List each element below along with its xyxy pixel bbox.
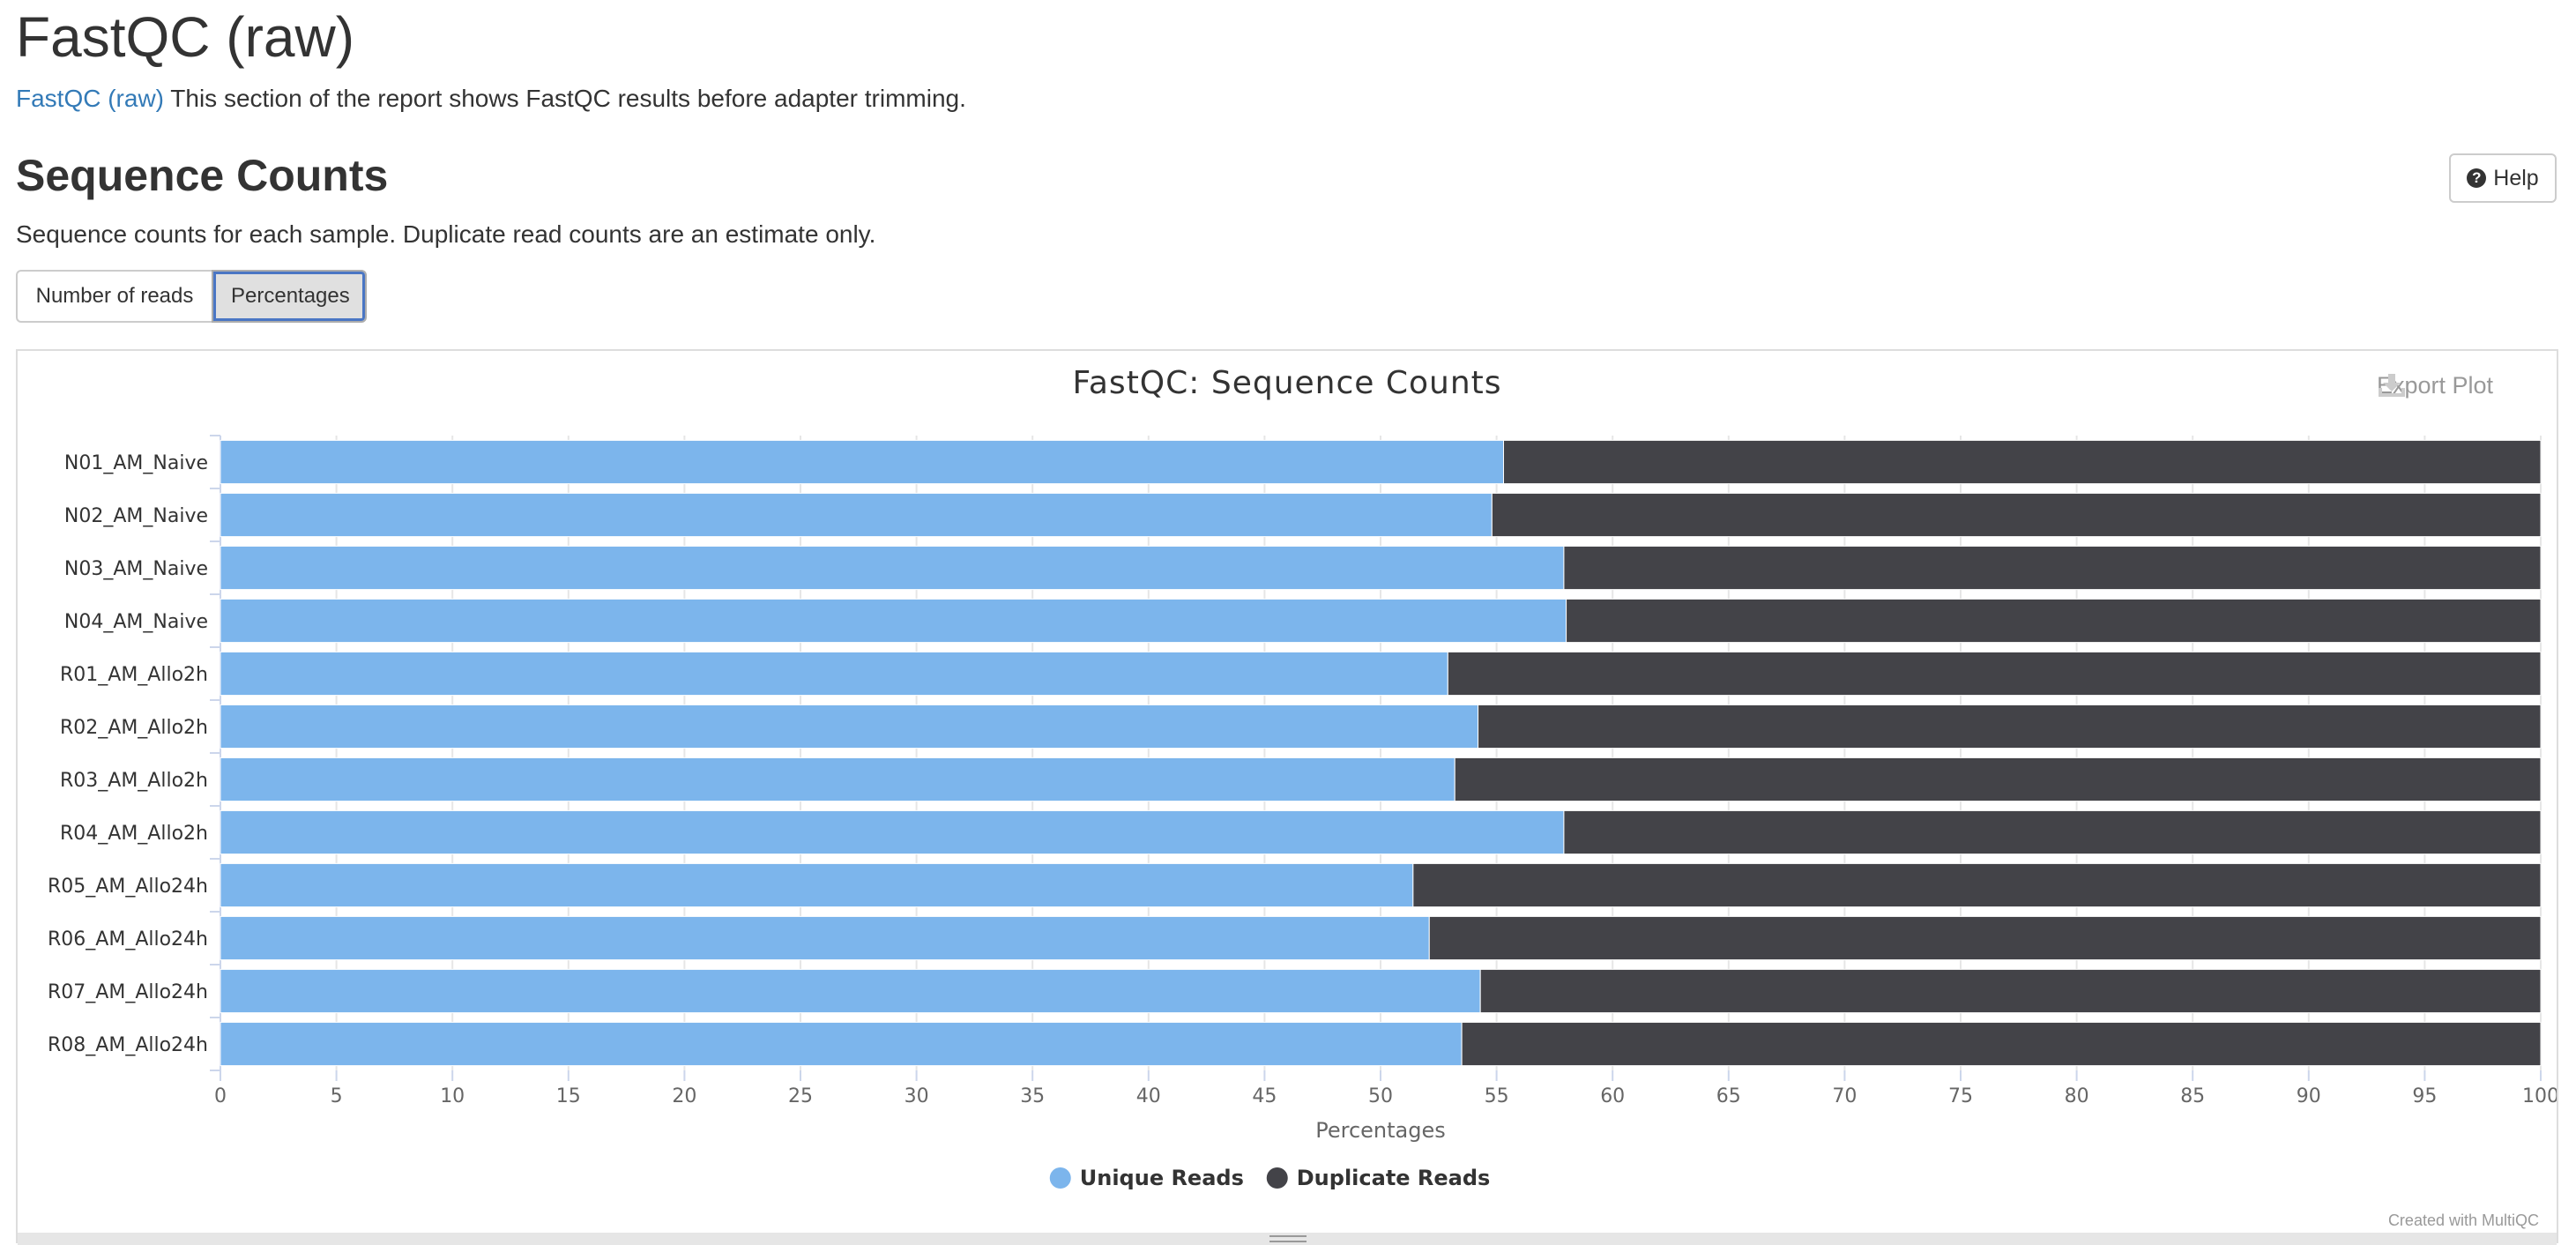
unique-reads-bar	[220, 545, 1565, 591]
x-tick-label: 30	[905, 1085, 929, 1107]
duplicate-reads-bar	[1447, 651, 2542, 697]
x-tick-label: 40	[1136, 1085, 1161, 1107]
plot-resize-handle[interactable]	[18, 1233, 2557, 1245]
x-tick-label: 90	[2297, 1085, 2321, 1107]
section-intro: FastQC (raw) This section of the report …	[16, 83, 966, 115]
duplicate-reads-bar	[1478, 704, 2542, 749]
unique-reads-bar	[220, 757, 1456, 802]
duplicate-reads-bar	[1563, 545, 2542, 591]
x-tick-label: 80	[2065, 1085, 2089, 1107]
x-tick-label: 0	[214, 1085, 227, 1107]
duplicate-reads-bar	[1428, 915, 2542, 961]
multiqc-credit: Created with MultiQC	[2387, 1211, 2539, 1229]
x-tick-label: 60	[1600, 1085, 1625, 1107]
unique-reads-bar	[220, 809, 1565, 855]
plot-container: FastQC: Sequence Counts 0 5 10 15 20 25 30 35 40 4…	[16, 349, 2558, 1245]
y-tick-label: R06_AM_Allo24h	[48, 928, 208, 951]
y-tick-label: R05_AM_Allo24h	[48, 876, 208, 898]
y-tick-label: N02_AM_Naive	[64, 505, 208, 527]
x-tick-label: 10	[440, 1085, 465, 1107]
duplicate-reads-bar	[1566, 598, 2542, 644]
y-tick-label: R08_AM_Allo24h	[48, 1034, 208, 1056]
unique-reads-bar	[220, 704, 1479, 749]
legend-marker-duplicate	[1266, 1167, 1288, 1189]
x-tick-label: 50	[1368, 1085, 1393, 1107]
x-tick-label: 15	[556, 1085, 581, 1107]
x-tick-label: 70	[1832, 1085, 1857, 1107]
page-title: FastQC (raw)	[16, 5, 354, 69]
y-tick-label: R07_AM_Allo24h	[48, 981, 208, 1003]
legend-marker-unique	[1049, 1167, 1071, 1189]
intro-text: This section of the report shows FastQC …	[164, 85, 966, 112]
sequence-counts-chart: FastQC: Sequence Counts 0 5 10 15 20 25 30 35 40 4…	[48, 365, 2557, 1190]
help-label: Help	[2493, 165, 2539, 190]
help-button[interactable]: ? Help	[2449, 153, 2557, 203]
duplicate-reads-bar	[1502, 439, 2542, 485]
x-tick-label: 65	[1716, 1085, 1741, 1107]
x-tick-label: 55	[1485, 1085, 1509, 1107]
unique-reads-bar	[220, 651, 1448, 697]
download-icon	[2379, 374, 2405, 397]
y-tick-label: N04_AM_Naive	[64, 611, 208, 633]
section-title: Sequence Counts	[16, 151, 389, 200]
question-circle-icon: ?	[2467, 168, 2487, 188]
x-tick-label: 95	[2412, 1085, 2437, 1107]
y-tick-label: R02_AM_Allo2h	[60, 717, 208, 739]
x-tick-label: 75	[1948, 1085, 1973, 1107]
x-axis-title: Percentages	[1315, 1118, 1446, 1143]
duplicate-reads-bar	[1563, 809, 2542, 855]
y-tick-label: N01_AM_Naive	[64, 452, 208, 474]
duplicate-reads-bar	[1454, 757, 2542, 802]
number-of-reads-button[interactable]: Number of reads	[16, 270, 213, 323]
intro-link[interactable]: FastQC (raw)	[16, 85, 164, 112]
legend-label-duplicate: Duplicate Reads	[1297, 1166, 1491, 1190]
x-tick-label: 35	[1020, 1085, 1045, 1107]
unique-reads-bar	[220, 598, 1567, 644]
unique-reads-bar	[220, 915, 1430, 961]
unique-reads-bar	[220, 1021, 1463, 1067]
unique-reads-bar	[220, 439, 1504, 485]
x-tick-label: 5	[331, 1085, 343, 1107]
y-tick-label: R03_AM_Allo2h	[60, 770, 208, 792]
unique-reads-bar	[220, 968, 1481, 1014]
duplicate-reads-bar	[1491, 492, 2542, 538]
duplicate-reads-bar	[1461, 1021, 2542, 1067]
x-tick-label: 25	[788, 1085, 813, 1107]
duplicate-reads-bar	[1479, 968, 2542, 1014]
x-tick-label: 45	[1252, 1085, 1277, 1107]
legend-label-unique: Unique Reads	[1080, 1166, 1244, 1190]
unique-reads-bar	[220, 492, 1493, 538]
x-tick-label: 85	[2180, 1085, 2205, 1107]
percentages-button[interactable]: Percentages	[212, 270, 367, 323]
view-toggle: Number of reads Percentages	[16, 270, 367, 323]
x-tick-label: 20	[672, 1085, 696, 1107]
chart-title: FastQC: Sequence Counts	[1072, 365, 1501, 401]
unique-reads-bar	[220, 862, 1414, 908]
x-tick-label: 100	[2522, 1085, 2557, 1107]
export-plot-button[interactable]: Export Plot	[2377, 372, 2493, 399]
section-description: Sequence counts for each sample. Duplica…	[16, 220, 876, 248]
y-tick-label: N03_AM_Naive	[64, 558, 208, 580]
y-tick-label: R01_AM_Allo2h	[60, 664, 208, 686]
y-tick-label: R04_AM_Allo2h	[60, 823, 208, 845]
grip-icon	[1269, 1235, 1307, 1242]
duplicate-reads-bar	[1412, 862, 2542, 908]
